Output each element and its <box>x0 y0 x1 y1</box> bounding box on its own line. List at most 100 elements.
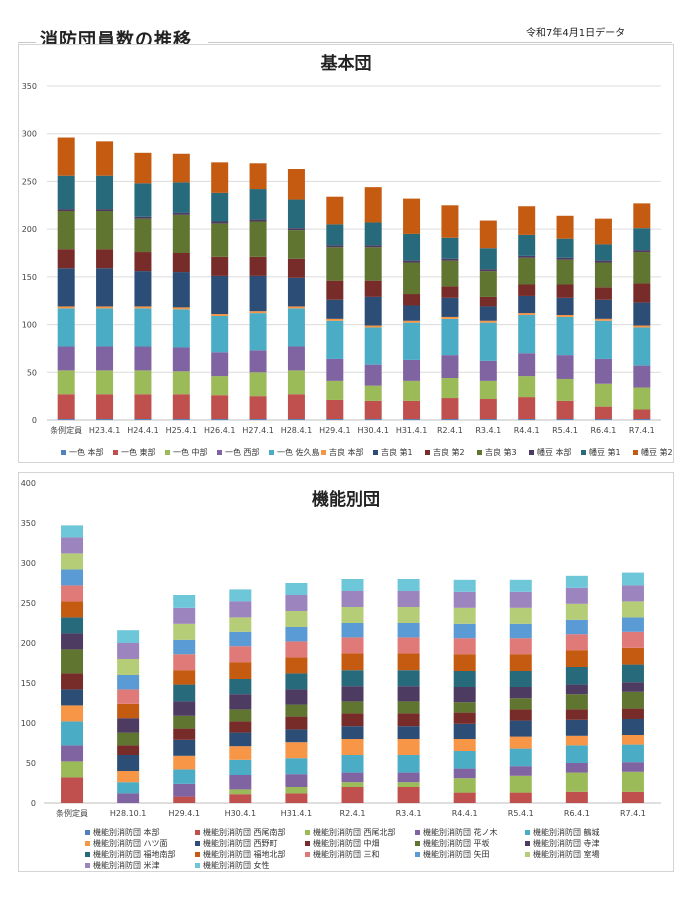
bar-segment <box>565 634 588 651</box>
bar-segment <box>134 306 152 309</box>
bar-segment <box>397 670 420 687</box>
bar-segment <box>341 726 364 739</box>
bar-segment <box>96 394 114 420</box>
bar-segment <box>341 739 364 755</box>
bar-segment <box>287 230 305 259</box>
legend-swatch <box>525 830 530 835</box>
bar-segment <box>364 385 382 401</box>
chart-basic: 基本団 0 50 100 150 200 250 300 350 条例定員 H23.4.1 H24.4… <box>22 53 673 457</box>
x-tick-label: H24.4.1 <box>127 426 158 435</box>
bar-segment <box>172 253 190 273</box>
bar-segment <box>249 311 267 314</box>
bar-segment <box>341 591 364 607</box>
bar-segment <box>397 607 420 623</box>
legend-label: 吉良 本部 <box>329 447 364 457</box>
x-tick-label: R5.4.1 <box>508 809 534 818</box>
bar-segment <box>397 726 420 739</box>
x-tick-label: H26.4.1 <box>204 426 235 435</box>
bar-segment <box>287 258 305 278</box>
bar-segment <box>134 394 152 420</box>
legend-label: 機能別消防団 室場 <box>533 849 600 859</box>
bar-segment <box>96 306 114 309</box>
bar-segment <box>441 398 459 420</box>
bar-segment <box>172 214 190 253</box>
bar-segment <box>364 245 382 248</box>
bar-segment <box>621 631 644 648</box>
bar-segment <box>479 360 497 381</box>
bar-segment <box>134 271 152 307</box>
bar-segment <box>229 721 252 733</box>
y-tick-label: 0 <box>32 416 37 425</box>
bar-segment <box>326 399 344 420</box>
bar-segment <box>479 322 497 361</box>
bar-segment <box>341 653 364 671</box>
bar-segment <box>173 654 196 671</box>
bar-segment <box>57 370 75 395</box>
bar-segment <box>621 647 644 665</box>
legend-label: 機能別消防団 寺津 <box>533 838 600 848</box>
bar-segment <box>61 777 84 803</box>
bar-segment <box>509 748 532 767</box>
bar-segment <box>96 175 114 210</box>
bar-segment <box>441 286 459 298</box>
bar-segment <box>173 739 196 756</box>
bar-segment <box>453 671 476 687</box>
y-tick-label: 400 <box>21 479 36 488</box>
legend-label: 機能別消防団 ハツ面 <box>93 838 168 848</box>
bar-segment <box>172 212 190 215</box>
bar-segment <box>364 364 382 386</box>
legend-label: 幡豆 本部 <box>537 447 572 457</box>
bar-segment <box>509 591 532 608</box>
bar-segment <box>556 257 574 260</box>
bar-segment <box>61 745 84 762</box>
bar-segment <box>173 670 196 685</box>
bar-segment <box>287 394 305 420</box>
bar-segment <box>518 295 536 314</box>
bar-segment <box>117 782 140 794</box>
bar-segment <box>565 650 588 667</box>
bar-segment <box>556 355 574 379</box>
legend-swatch <box>415 841 420 846</box>
legend-swatch <box>415 830 420 835</box>
y-tick-label: 0 <box>31 799 36 808</box>
bar-segment <box>509 698 532 710</box>
bar-segment <box>134 370 152 395</box>
legend-label: 機能別消防団 西尾北部 <box>313 827 396 837</box>
bar-segment <box>364 222 382 246</box>
bar-segment <box>397 686 420 702</box>
bar-segment <box>249 221 267 257</box>
x-tick-label: H28.10.1 <box>110 809 147 818</box>
bar-segment <box>57 394 75 420</box>
bar-segment <box>61 761 84 778</box>
bar-segment <box>249 163 267 190</box>
bar-segment <box>326 320 344 359</box>
bar-segment <box>565 575 588 588</box>
bar-segment <box>326 358 344 381</box>
x-tick-label: R3.4.1 <box>475 426 501 435</box>
bar-segment <box>397 637 420 654</box>
bar-segment <box>403 294 421 306</box>
bar-segment <box>229 789 252 795</box>
bar-segment <box>326 196 344 225</box>
bar-segment <box>441 237 459 259</box>
bar-segment <box>229 617 252 632</box>
bar-segment <box>518 419 536 420</box>
bar-segment <box>96 419 114 420</box>
bar-segment <box>594 260 612 263</box>
legend-swatch <box>85 830 90 835</box>
x-tick-label: R4.4.1 <box>452 809 478 818</box>
legend-label: 機能別消防団 福地北部 <box>203 849 286 859</box>
bar-segment <box>453 579 476 592</box>
bar-segment <box>229 759 252 775</box>
legend-label: 機能別消防団 西野町 <box>203 838 278 848</box>
bar-segment <box>556 215 574 239</box>
bar-segment <box>117 630 140 643</box>
bar-segment <box>621 771 644 792</box>
bar-segment <box>565 745 588 763</box>
bar-segment <box>285 729 308 743</box>
bar-segment <box>117 675 140 690</box>
legend-swatch <box>305 841 310 846</box>
bar-segment <box>229 746 252 760</box>
bar-segment <box>479 399 497 420</box>
bar-segment <box>326 224 344 246</box>
